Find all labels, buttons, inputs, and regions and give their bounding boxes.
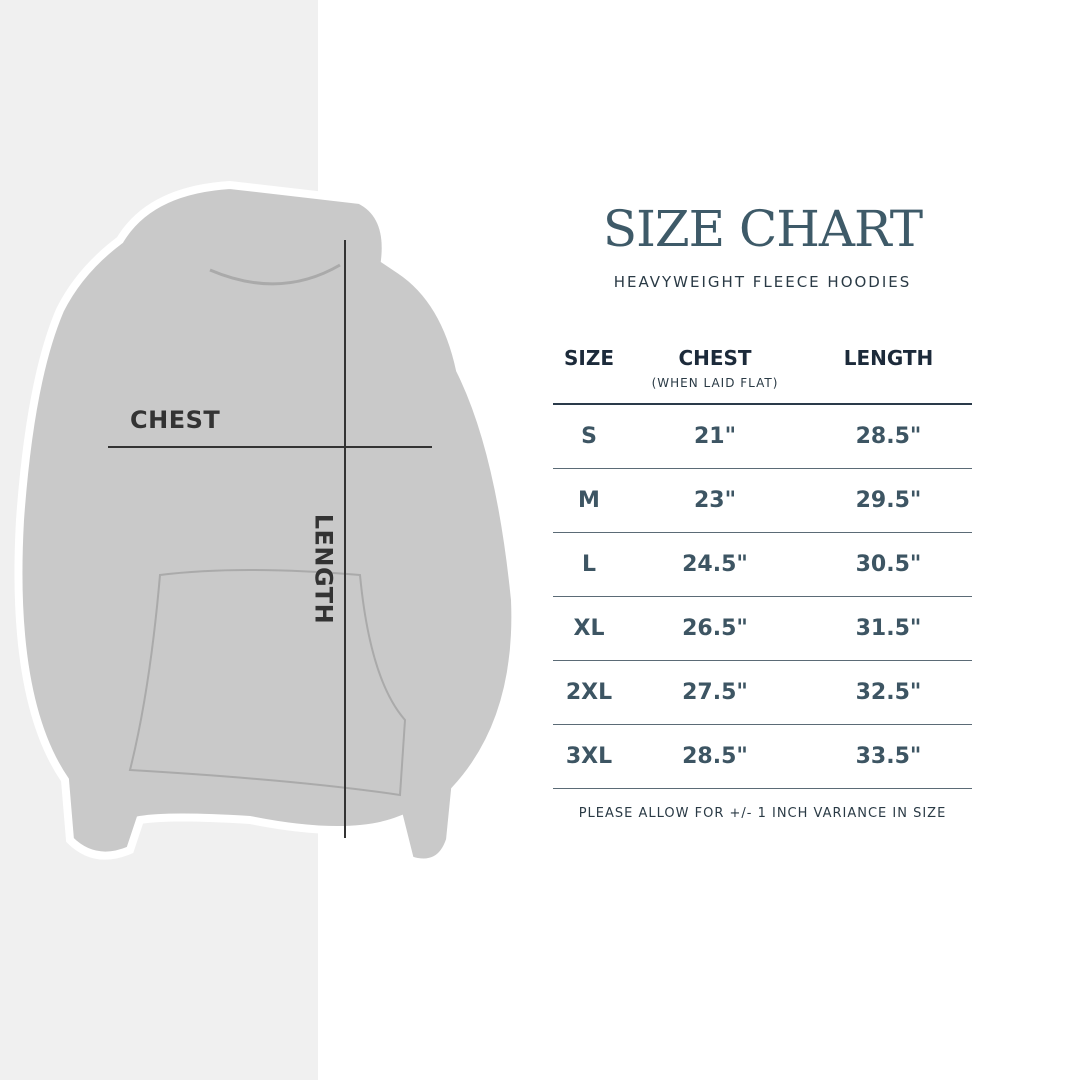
hoodie-pocket [128,569,407,797]
table-row: XL 26.5" 31.5" [553,596,972,661]
chest-sublabel: (WHEN LAID FLAT) [651,376,779,390]
cell-length: 33.5" [805,724,972,789]
cell-size: XL [553,596,625,661]
table-header-row: SIZE CHEST (WHEN LAID FLAT) LENGTH [553,340,972,405]
cell-length: 31.5" [805,596,972,661]
table-row: 2XL 27.5" 32.5" [553,660,972,725]
variance-note: PLEASE ALLOW FOR +/- 1 INCH VARIANCE IN … [578,806,947,821]
column-header-length: LENGTH [805,340,972,405]
table-row: S 21" 28.5" [553,404,972,469]
cell-length: 28.5" [805,404,972,469]
length-label: LENGTH [309,513,338,625]
cell-size: 3XL [553,724,625,789]
table-row: 3XL 28.5" 33.5" [553,724,972,789]
cell-length: 29.5" [805,468,972,533]
column-header-chest: CHEST (WHEN LAID FLAT) [625,340,805,405]
cell-size: S [553,404,625,469]
cell-chest: 24.5" [625,532,805,597]
page-title: SIZE CHART [602,200,923,258]
hoodie-body [14,180,520,867]
chest-label: CHEST [130,406,221,434]
cell-chest: 26.5" [625,596,805,661]
hoodie-hood-opening [209,263,341,286]
cell-length: 32.5" [805,660,972,725]
cell-length: 30.5" [805,532,972,597]
cell-chest: 23" [625,468,805,533]
hoodie-image [14,180,520,867]
table-row: L 24.5" 30.5" [553,532,972,597]
cell-chest: 21" [625,404,805,469]
cell-chest: 27.5" [625,660,805,725]
table-row: M 23" 29.5" [553,468,972,533]
cell-size: L [553,532,625,597]
cell-chest: 28.5" [625,724,805,789]
cell-size: M [553,468,625,533]
cell-size: 2XL [553,660,625,725]
size-table: SIZE CHEST (WHEN LAID FLAT) LENGTH S 21" 28… [553,340,972,789]
page-subtitle: HEAVYWEIGHT FLEECE HOODIES [613,273,912,291]
column-header-size: SIZE [553,340,625,405]
